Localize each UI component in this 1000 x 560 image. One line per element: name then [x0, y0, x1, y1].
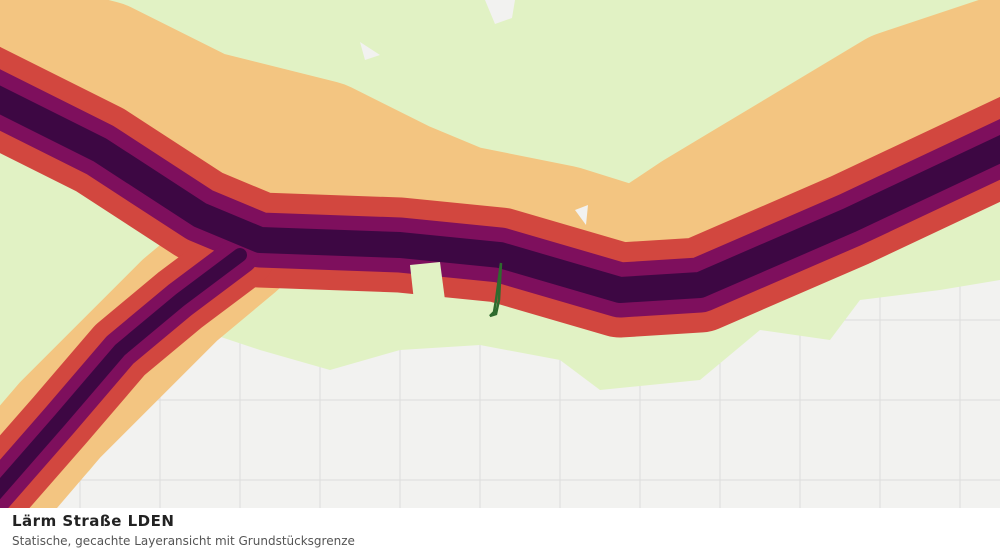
noise-zone-extreme [0, 85, 1000, 303]
caption: Lärm Straße LDEN Statische, gecachte Lay… [12, 512, 992, 548]
parcel-boundary[interactable] [489, 262, 503, 318]
noise-zone-low [410, 262, 445, 310]
noise-contours [0, 0, 1000, 508]
noise-map[interactable] [0, 0, 1000, 508]
layer-title: Lärm Straße LDEN [12, 512, 175, 530]
noise-zone-extreme [0, 248, 247, 500]
layer-subtitle: Statische, gecachte Layeransicht mit Gru… [12, 534, 355, 548]
